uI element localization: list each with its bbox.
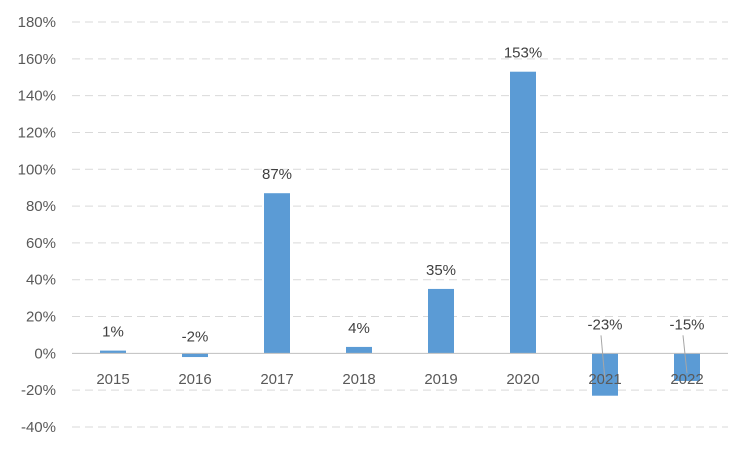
leader-line-2021 — [600, 335, 606, 381]
y-tick-label: 180% — [18, 14, 56, 31]
data-label-2017: 87% — [262, 166, 292, 183]
data-label-2020: 153% — [504, 45, 542, 62]
y-axis-ticks: -40% -20% 0% 20% 40% 60% 80% 100% 120% 140% 160% 18… — [18, 14, 56, 436]
y-tick-label: 100% — [18, 161, 56, 178]
data-label-2016: -2% — [182, 328, 209, 345]
gridlines — [72, 21, 728, 428]
y-tick-label: 160% — [18, 51, 56, 68]
data-label-2019: 35% — [426, 262, 456, 279]
bar-2021 — [592, 353, 618, 396]
data-label-2022: -15% — [669, 316, 704, 333]
bar-2019 — [428, 288, 454, 354]
y-tick-label: 40% — [26, 272, 56, 289]
bar-2018 — [346, 346, 372, 354]
bar-2016 — [182, 353, 208, 358]
y-tick-label: 140% — [18, 88, 56, 105]
y-tick-label: 60% — [26, 235, 56, 252]
x-axis-ticks: 2015 2016 2017 2018 2019 2020 2021 2022 — [96, 371, 703, 388]
x-tick-label-2018: 2018 — [342, 371, 375, 388]
x-tick-label-2017: 2017 — [260, 371, 293, 388]
y-tick-label: 120% — [18, 124, 56, 141]
x-tick-label-2016: 2016 — [178, 371, 211, 388]
data-label-2015: 1% — [102, 324, 124, 341]
leader-line-2022 — [682, 335, 688, 374]
x-tick-label-2015: 2015 — [96, 371, 129, 388]
bars — [100, 71, 700, 396]
x-tick-label-2019: 2019 — [424, 371, 457, 388]
bar-2020 — [510, 71, 536, 354]
y-tick-label: -40% — [21, 419, 56, 436]
data-label-2018: 4% — [348, 320, 370, 337]
bar-2022 — [674, 353, 700, 381]
x-tick-label-2020: 2020 — [506, 371, 539, 388]
data-label-2021: -23% — [587, 316, 622, 333]
data-labels: 1% -2% 87% 4% 35% 153% -23% -15% — [102, 45, 705, 381]
x-tick-label-2022: 2022 — [670, 371, 703, 388]
y-tick-label: 20% — [26, 309, 56, 326]
bar-2015 — [100, 350, 126, 354]
y-tick-label: 80% — [26, 198, 56, 215]
bar-2017 — [264, 193, 290, 354]
y-tick-label: -20% — [21, 382, 56, 399]
y-tick-label: 0% — [34, 345, 56, 362]
